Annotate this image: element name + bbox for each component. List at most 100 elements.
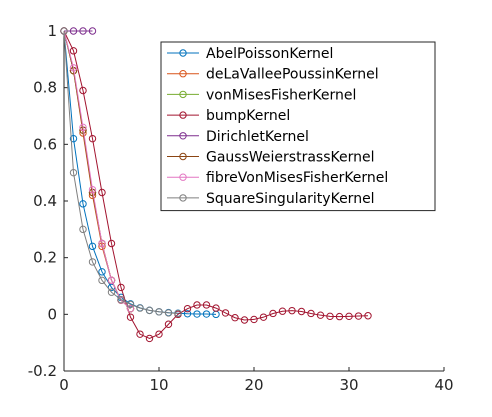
data-point	[155, 308, 163, 316]
data-point	[69, 47, 78, 55]
data-point	[79, 123, 87, 132]
data-point	[98, 276, 106, 285]
legend-label: deLaValleePoussinKernel	[206, 67, 379, 83]
legend-item: GaussWeierstrassKernel	[167, 150, 374, 166]
data-point	[183, 304, 192, 313]
data-point	[240, 316, 249, 324]
data-point	[155, 330, 163, 338]
x-tick-label: 30	[339, 376, 358, 394]
data-point	[107, 239, 116, 248]
x-tick-label: 20	[244, 376, 263, 394]
data-point	[98, 188, 106, 197]
legend-swatch-marker	[179, 111, 187, 119]
data-point	[98, 268, 106, 276]
data-point	[202, 310, 211, 318]
data-point	[193, 310, 201, 318]
data-point	[126, 313, 135, 321]
data-point	[307, 309, 315, 318]
y-tick-label: 0.6	[33, 135, 57, 153]
data-point	[79, 200, 87, 208]
data-point	[316, 311, 325, 319]
data-point	[88, 134, 97, 143]
y-tick-label: 0.2	[33, 249, 57, 267]
x-tick-label: 0	[59, 376, 69, 394]
data-point	[202, 301, 211, 309]
data-point	[335, 312, 344, 321]
legend-label: fibreVonMisesFisherKernel	[206, 170, 388, 186]
data-point	[88, 185, 97, 194]
data-point	[164, 309, 173, 317]
data-point	[79, 86, 87, 95]
legend-swatch-marker	[179, 49, 187, 57]
legend-box	[160, 41, 436, 212]
x-tick-label: 40	[434, 376, 453, 394]
data-point	[164, 320, 173, 328]
data-point	[98, 239, 106, 248]
axes: 0 10 20 30 40-0.200.20.40.60.81	[28, 22, 454, 394]
data-point	[354, 312, 363, 320]
data-point	[117, 283, 125, 292]
data-point	[126, 304, 135, 313]
series-SquareSingularityKernel	[60, 27, 182, 318]
data-point	[278, 307, 287, 315]
data-point	[69, 168, 78, 177]
legend-label: AbelPoissonKernel	[206, 46, 333, 62]
data-point	[174, 309, 182, 318]
data-point	[136, 330, 144, 338]
legend-label: bumpKernel	[206, 108, 290, 124]
data-point	[69, 134, 78, 143]
series-line	[63, 30, 179, 314]
legend-label: DirichletKernel	[206, 129, 309, 145]
data-point	[231, 314, 239, 322]
y-tick-label: -0.2	[28, 362, 57, 380]
y-tick-label: 0.4	[33, 192, 57, 210]
legend-swatch-marker	[179, 194, 187, 202]
data-point	[212, 304, 220, 312]
data-point	[69, 64, 78, 72]
data-point	[288, 306, 296, 315]
series-bumpKernel	[60, 27, 372, 343]
legend-label: GaussWeierstrassKernel	[206, 150, 374, 166]
data-point	[88, 242, 97, 251]
data-point	[145, 306, 154, 315]
data-point	[221, 309, 230, 317]
data-point	[259, 313, 268, 321]
data-point	[193, 301, 201, 309]
data-point	[145, 334, 154, 343]
legend-item: DirichletKernel	[167, 129, 309, 145]
data-point	[107, 288, 116, 296]
data-point	[79, 225, 87, 234]
y-tick-label: 0.8	[33, 79, 57, 97]
legend-swatch-marker	[179, 152, 187, 161]
data-point	[126, 300, 135, 309]
data-point	[183, 310, 192, 318]
legend-item: SquareSingularityKernel	[167, 191, 375, 207]
data-point	[269, 309, 277, 318]
data-point	[107, 276, 116, 285]
data-point	[60, 27, 68, 35]
data-point	[345, 312, 353, 321]
legend: AbelPoissonKernel deLaValleePoussinKernel…	[160, 41, 436, 212]
y-tick-label: 1	[47, 22, 57, 40]
data-point	[117, 295, 125, 304]
legend-swatch-marker	[179, 70, 187, 78]
legend-item: fibreVonMisesFisherKernel	[167, 170, 388, 186]
legend-swatch-marker	[179, 90, 187, 99]
legend-item: AbelPoissonKernel	[167, 46, 333, 62]
legend-label: SquareSingularityKernel	[206, 191, 375, 207]
legend-swatch-marker	[179, 132, 187, 140]
legend-swatch-marker	[179, 173, 187, 181]
data-point	[250, 315, 258, 324]
legend-item: deLaValleePoussinKernel	[167, 67, 379, 83]
data-point	[136, 304, 144, 312]
data-point	[79, 27, 87, 35]
data-point	[69, 27, 78, 35]
series-layer	[60, 27, 372, 343]
legend-item: bumpKernel	[167, 108, 290, 124]
x-tick-label: 10	[149, 376, 168, 394]
data-point	[326, 312, 334, 321]
data-point	[88, 258, 97, 266]
data-point	[364, 312, 372, 320]
data-point	[297, 307, 306, 316]
